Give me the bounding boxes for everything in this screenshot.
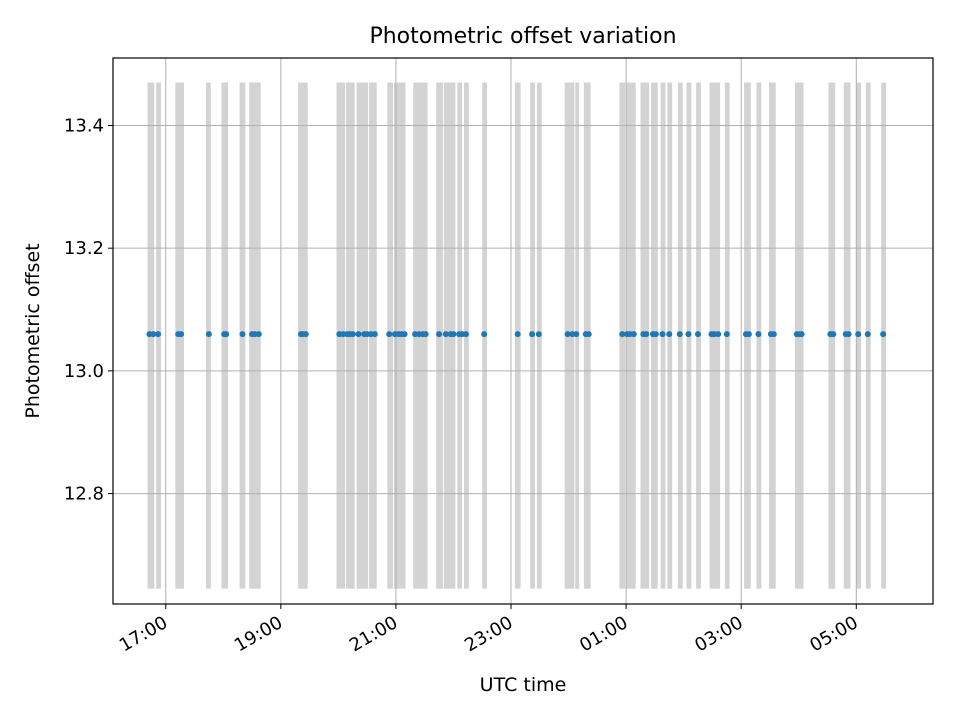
data-point	[880, 331, 887, 338]
data-point	[659, 331, 666, 338]
data-point	[864, 331, 871, 338]
data-point	[619, 331, 626, 338]
data-point	[436, 331, 443, 338]
data-point	[462, 331, 469, 338]
data-point	[755, 331, 762, 338]
data-point	[442, 331, 449, 338]
data-point	[685, 331, 692, 338]
data-points	[146, 331, 887, 338]
y-tick-label: 13.4	[64, 115, 104, 136]
data-point	[386, 331, 393, 338]
data-point	[481, 331, 488, 338]
data-point	[676, 331, 683, 338]
data-point	[652, 331, 659, 338]
data-point	[666, 331, 673, 338]
grid-lines	[113, 58, 933, 604]
data-point	[422, 331, 429, 338]
data-point	[845, 331, 852, 338]
data-point	[585, 331, 592, 338]
x-axis-label: UTC time	[480, 674, 567, 696]
data-point	[255, 331, 262, 338]
data-point	[239, 331, 246, 338]
y-tick-label: 13.0	[64, 361, 104, 382]
data-point	[155, 331, 162, 338]
y-axis-ticks: 12.8 13.0 13.2 13.4	[64, 115, 113, 505]
data-point	[205, 331, 212, 338]
data-point	[855, 331, 862, 338]
data-point	[695, 331, 702, 338]
data-point	[371, 331, 378, 338]
data-point	[715, 331, 722, 338]
data-point	[529, 331, 536, 338]
data-point	[178, 331, 185, 338]
data-point	[723, 331, 730, 338]
data-point	[401, 331, 408, 338]
chart-title: Photometric offset variation	[369, 24, 676, 49]
data-point	[349, 331, 356, 338]
data-point	[514, 331, 521, 338]
data-point	[745, 331, 752, 338]
y-tick-label: 12.8	[64, 484, 104, 505]
data-point	[355, 331, 362, 338]
y-axis-label: Photometric offset	[22, 243, 44, 418]
data-point	[643, 331, 650, 338]
data-point	[573, 331, 580, 338]
data-point	[223, 331, 230, 338]
data-point	[150, 331, 157, 338]
data-point	[535, 331, 542, 338]
data-point	[302, 331, 309, 338]
data-point	[630, 331, 637, 338]
data-point	[798, 331, 805, 338]
y-tick-label: 13.2	[64, 238, 104, 259]
plot-frame	[112, 57, 934, 605]
data-point	[830, 331, 837, 338]
data-point	[770, 331, 777, 338]
data-point	[564, 331, 571, 338]
data-point	[450, 331, 457, 338]
